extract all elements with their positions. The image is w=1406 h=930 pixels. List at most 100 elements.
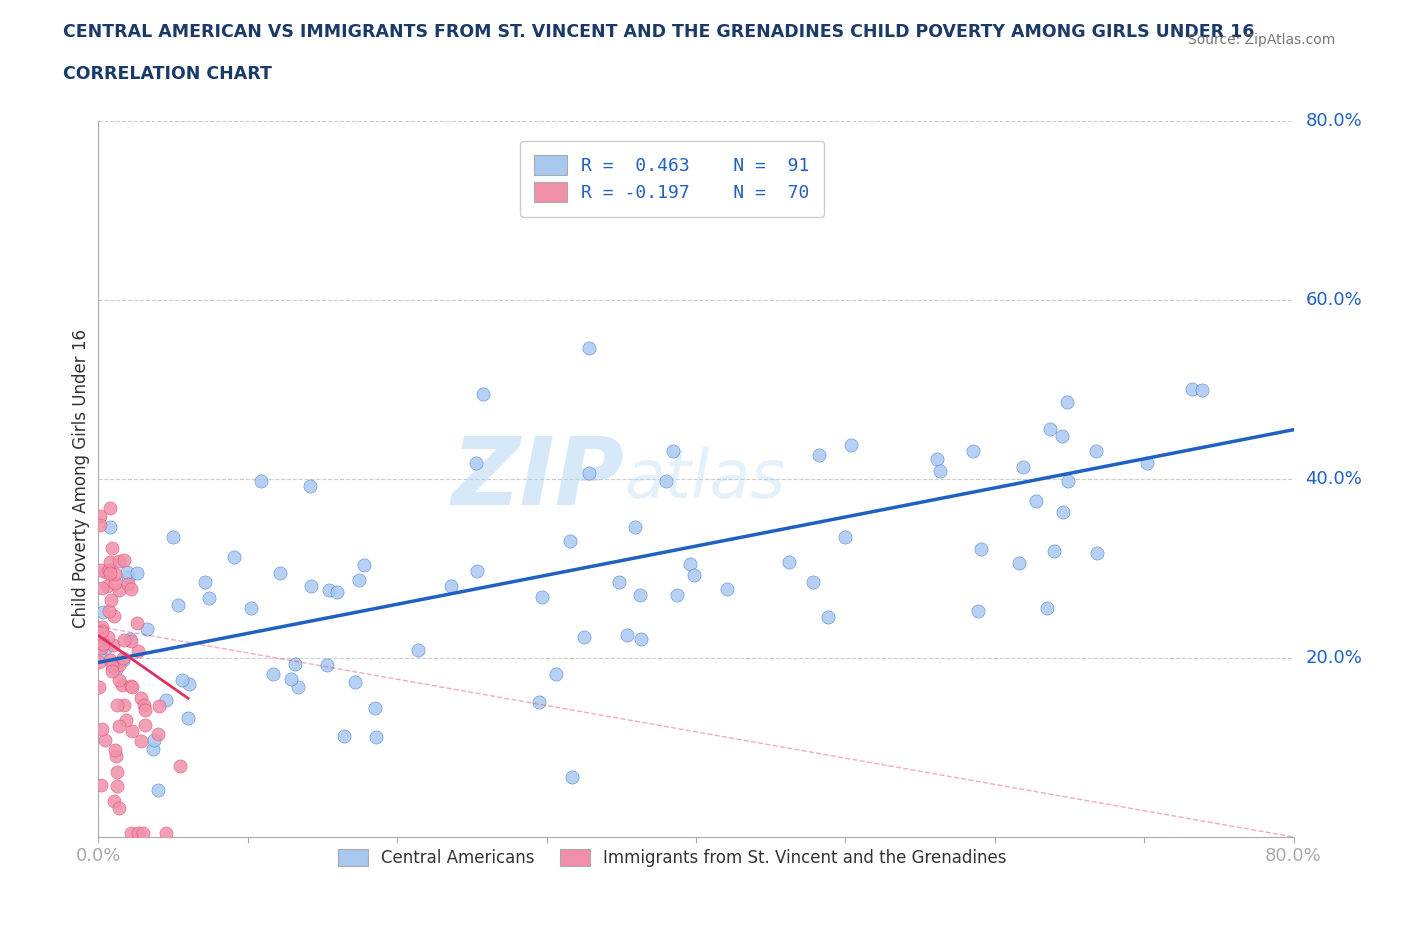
Point	[98, 555, 121, 570]
Point	[93, 604, 115, 619]
Point	[299, 578, 322, 593]
Point	[607, 575, 630, 590]
Point	[155, 825, 177, 840]
Point	[561, 769, 583, 784]
Point	[578, 465, 600, 480]
Point	[136, 622, 159, 637]
Point	[558, 534, 581, 549]
Point	[170, 672, 193, 687]
Point	[143, 733, 166, 748]
Point	[112, 650, 135, 665]
Point	[127, 565, 149, 580]
Point	[94, 565, 117, 579]
Point	[90, 641, 112, 656]
Point	[104, 742, 127, 757]
Point	[121, 724, 143, 738]
Point	[103, 794, 125, 809]
Point	[89, 647, 111, 662]
Point	[91, 631, 114, 646]
Point	[465, 564, 488, 578]
Point	[148, 698, 170, 713]
Point	[628, 587, 651, 602]
Point	[98, 566, 121, 581]
Point	[198, 591, 221, 605]
Point	[120, 825, 142, 840]
Point	[1056, 474, 1078, 489]
Point	[347, 573, 370, 588]
Point	[104, 576, 127, 591]
Point	[91, 722, 114, 737]
Point	[112, 633, 135, 648]
Point	[87, 680, 110, 695]
Point	[1008, 556, 1031, 571]
Text: 80.0%: 80.0%	[1306, 112, 1362, 130]
Point	[107, 658, 129, 672]
Point	[817, 610, 839, 625]
Point	[962, 444, 984, 458]
Point	[803, 575, 825, 590]
Point	[408, 643, 430, 658]
Point	[1084, 444, 1107, 458]
Point	[120, 678, 142, 693]
Point	[142, 742, 165, 757]
Point	[353, 558, 375, 573]
Point	[89, 518, 111, 533]
Point	[1085, 546, 1108, 561]
Point	[87, 655, 110, 670]
Point	[103, 608, 125, 623]
Point	[100, 592, 122, 607]
Point	[465, 456, 488, 471]
Point	[134, 718, 156, 733]
Point	[90, 777, 112, 792]
Point	[146, 783, 169, 798]
Point	[682, 568, 704, 583]
Point	[103, 638, 125, 653]
Text: 60.0%: 60.0%	[1306, 291, 1362, 309]
Point	[299, 478, 322, 493]
Point	[91, 580, 114, 595]
Point	[91, 624, 114, 639]
Point	[114, 712, 136, 727]
Point	[132, 698, 155, 712]
Point	[716, 581, 738, 596]
Point	[94, 733, 117, 748]
Point	[134, 703, 156, 718]
Point	[966, 604, 988, 618]
Point	[970, 541, 993, 556]
Point	[121, 679, 143, 694]
Point	[107, 553, 129, 568]
Point	[440, 578, 463, 593]
Point	[194, 575, 217, 590]
Point	[530, 590, 553, 604]
Point	[333, 728, 356, 743]
Point	[120, 581, 142, 596]
Point	[108, 673, 131, 688]
Point	[93, 637, 115, 652]
Point	[1136, 456, 1159, 471]
Point	[98, 604, 121, 618]
Point	[96, 641, 118, 656]
Point	[364, 729, 387, 744]
Point	[287, 679, 309, 694]
Point	[269, 565, 291, 580]
Text: 40.0%: 40.0%	[1306, 470, 1362, 488]
Point	[101, 659, 124, 674]
Point	[1056, 394, 1078, 409]
Point	[654, 473, 676, 488]
Point	[105, 778, 128, 793]
Point	[662, 443, 685, 458]
Point	[120, 634, 142, 649]
Point	[98, 652, 121, 667]
Point	[249, 473, 271, 488]
Point	[101, 664, 124, 679]
Text: CORRELATION CHART: CORRELATION CHART	[63, 65, 273, 83]
Point	[104, 566, 127, 581]
Point	[105, 661, 128, 676]
Point	[239, 601, 262, 616]
Point	[1052, 505, 1074, 520]
Point	[112, 552, 135, 567]
Point	[808, 447, 831, 462]
Legend: Central Americans, Immigrants from St. Vincent and the Grenadines: Central Americans, Immigrants from St. V…	[329, 841, 1015, 875]
Point	[284, 657, 307, 671]
Point	[117, 565, 139, 579]
